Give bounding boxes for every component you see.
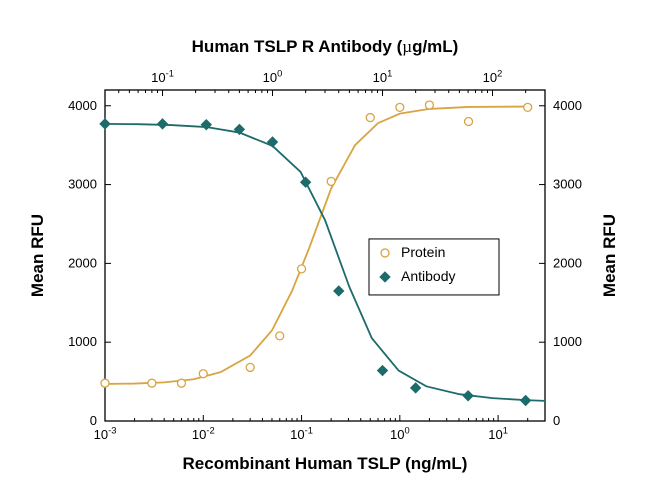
y-left-tick-label: 1000 [68, 334, 97, 349]
dose-response-chart: 10-3 10-2 10-1 100 101 10-1 100 101 102 0 1000 2000… [0, 0, 650, 501]
axis-tick-label: 10-3 [94, 426, 117, 442]
y-left-tick-label: 0 [90, 413, 97, 428]
y-left-title: Mean RFU [28, 214, 47, 297]
protein-marker [465, 118, 473, 126]
protein-marker [396, 103, 404, 111]
chart-container: 10-3 10-2 10-1 100 101 10-1 100 101 102 0 1000 2000… [0, 0, 650, 501]
y-right-title: Mean RFU [600, 214, 619, 297]
axis-tick-label: 100 [263, 69, 283, 85]
y-left-tick-label: 4000 [68, 98, 97, 113]
axis-tick-label: 101 [488, 426, 508, 442]
protein-marker [276, 332, 284, 340]
legend-protein-label: Protein [401, 244, 445, 260]
legend-protein-icon [381, 249, 389, 257]
protein-marker [366, 114, 374, 122]
protein-marker [298, 265, 306, 273]
axis-tick-label: 101 [373, 69, 393, 85]
x-bottom-title: Recombinant Human TSLP (ng/mL) [183, 454, 468, 473]
protein-marker [425, 101, 433, 109]
y-right-tick-label: 0 [553, 413, 560, 428]
y-right-tick-label: 1000 [553, 334, 582, 349]
protein-marker [101, 379, 109, 387]
y-left-tick-label: 2000 [68, 255, 97, 270]
protein-marker [327, 177, 335, 185]
axis-tick-label: 10-1 [151, 69, 174, 85]
y-left-tick-label: 3000 [68, 177, 97, 192]
protein-marker [199, 370, 207, 378]
legend-antibody-label: Antibody [401, 268, 455, 284]
x-top-title: Human TSLP R Antibody (µg/mL) [192, 37, 459, 56]
protein-marker [524, 103, 532, 111]
axis-tick-label: 100 [390, 426, 410, 442]
axis-tick-label: 102 [483, 69, 503, 85]
protein-marker [148, 379, 156, 387]
protein-marker [246, 363, 254, 371]
y-right-tick-label: 2000 [553, 255, 582, 270]
axis-tick-label: 10-2 [192, 426, 215, 442]
protein-marker [177, 379, 185, 387]
y-right-tick-label: 3000 [553, 177, 582, 192]
axis-tick-label: 10-1 [290, 426, 313, 442]
y-right-tick-label: 4000 [553, 98, 582, 113]
legend: Protein Antibody [369, 239, 499, 295]
